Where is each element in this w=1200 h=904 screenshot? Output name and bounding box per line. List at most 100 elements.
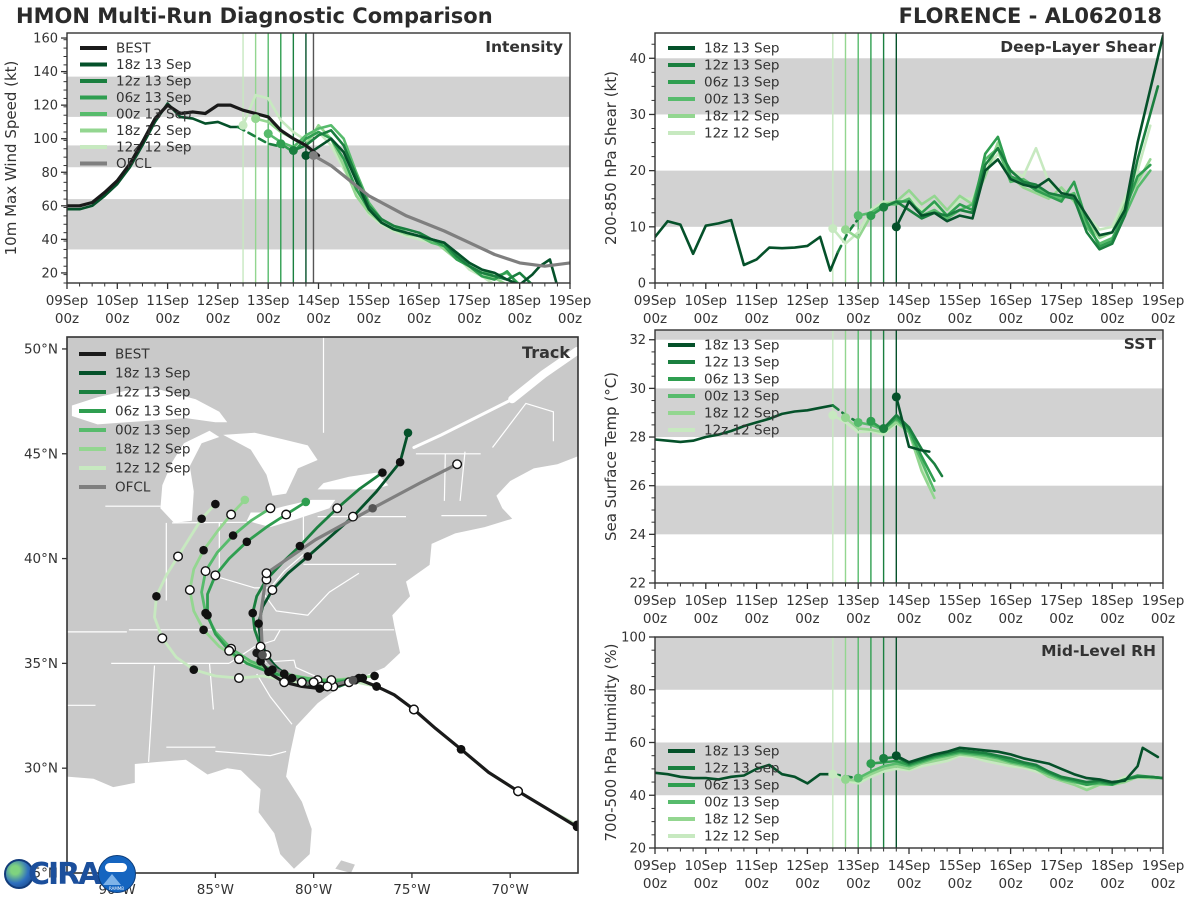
intensity-svg: 20 40 60 80 100 120 140 160 09Sep 00z 10Sep 00z 11Se…: [2, 32, 591, 327]
svg-text:12Sep: 12Sep: [786, 858, 829, 874]
rammb-label: RAMMB: [109, 886, 124, 891]
track-dot-open: [267, 585, 278, 596]
init-dot: [841, 774, 850, 784]
svg-text:40°N: 40°N: [24, 551, 58, 567]
svg-text:00z: 00z: [744, 876, 768, 892]
svg-text:12z 13 Sep: 12z 13 Sep: [115, 385, 190, 401]
svg-text:12z 12 Sep: 12z 12 Sep: [704, 126, 779, 142]
svg-text:13Sep: 13Sep: [837, 593, 880, 609]
init-dot: [828, 769, 838, 779]
track-dot-filled: [203, 610, 212, 620]
svg-text:30°N: 30°N: [24, 761, 58, 777]
init-dot: [828, 224, 838, 234]
init-dot: [879, 753, 889, 763]
track-dot-open: [452, 459, 463, 470]
svg-text:06z 13 Sep: 06z 13 Sep: [704, 75, 779, 91]
svg-text:00z: 00z: [1100, 311, 1124, 327]
svg-text:00z: 00z: [357, 311, 381, 327]
init-dot: [853, 773, 863, 783]
series-group: [655, 746, 1163, 792]
svg-text:00z: 00z: [795, 311, 819, 327]
svg-text:00z: 00z: [694, 311, 718, 327]
track-dot-filled: [242, 537, 252, 547]
track-dot-filled: [258, 650, 267, 660]
track-map-panel: 25°N30°N35°N40°N45°N50°N90°W85°W80°W75°W…: [0, 330, 600, 900]
lake: [223, 432, 318, 496]
track-dot-filled: [303, 552, 313, 561]
track-dot-open: [296, 677, 307, 688]
svg-text:12z 13 Sep: 12z 13 Sep: [116, 74, 191, 90]
svg-text:18z 12 Sep: 18z 12 Sep: [116, 123, 191, 139]
init-dot: [288, 145, 298, 155]
series-run_18z13: [304, 137, 558, 283]
svg-text:OFCL: OFCL: [115, 480, 151, 496]
init-dot: [891, 392, 901, 402]
lake: [246, 499, 336, 528]
svg-text:18Sep: 18Sep: [498, 293, 541, 309]
track-dot-filled: [456, 745, 466, 754]
svg-text:40: 40: [629, 52, 646, 67]
sst-chart-panel: 22 24 26 28 30 32 09Sep 00z 10Sep 00z 11Sep 00z 12Se…: [600, 323, 1200, 627]
init-dot: [853, 211, 863, 221]
svg-text:09Sep: 09Sep: [634, 593, 677, 609]
svg-text:13Sep: 13Sep: [837, 293, 880, 309]
track-dot-open: [265, 503, 276, 514]
track-dot-open: [255, 641, 266, 652]
svg-text:12Sep: 12Sep: [786, 293, 829, 309]
svg-text:16Sep: 16Sep: [989, 593, 1032, 609]
svg-text:100: 100: [33, 132, 58, 147]
svg-text:18z 12 Sep: 18z 12 Sep: [704, 812, 779, 828]
svg-text:10Sep: 10Sep: [684, 293, 727, 309]
svg-text:00z: 00z: [846, 311, 870, 327]
track-dot-filled: [370, 671, 379, 681]
rh-chart-panel: 20 40 60 80 100 09Sep 00z 10Sep 00z 11Sep 00z 12Sep…: [600, 628, 1200, 900]
svg-text:0: 0: [638, 277, 646, 292]
track-dot-filled: [572, 822, 578, 832]
svg-text:00z: 00z: [998, 876, 1022, 892]
svg-text:17Sep: 17Sep: [1040, 593, 1083, 609]
track-dot-filled: [228, 531, 238, 540]
svg-text:00z: 00z: [846, 611, 870, 625]
track-dot-open: [224, 645, 235, 656]
svg-text:00z: 00z: [897, 311, 921, 327]
track-dot-open: [233, 654, 244, 665]
svg-text:85°W: 85°W: [197, 882, 234, 898]
track-dot-filled: [197, 514, 206, 524]
svg-text:11Sep: 11Sep: [735, 593, 778, 609]
y-axis-label: 700-500 hPa Humidity (%): [602, 643, 620, 841]
svg-text:12Sep: 12Sep: [786, 593, 829, 609]
svg-text:00z: 00z: [897, 611, 921, 625]
page-title-right: FLORENCE - AL062018: [898, 4, 1162, 28]
svg-text:00z: 00z: [407, 311, 431, 327]
globe-icon: [4, 859, 34, 889]
shear-chart-panel: 0 10 20 30 40 09Sep 00z 10Sep 00z 11Sep 00z 12Sep 00…: [600, 26, 1200, 330]
series-run_12z13: [292, 129, 533, 283]
svg-text:19Sep: 19Sep: [1142, 293, 1185, 309]
svg-text:00z: 00z: [1151, 311, 1175, 327]
init-dot: [263, 129, 273, 139]
svg-text:12z 12 Sep: 12z 12 Sep: [704, 423, 779, 439]
track-dot-filled: [395, 457, 405, 467]
mountain-icon: [102, 874, 121, 885]
series-history: [655, 218, 840, 272]
svg-text:14Sep: 14Sep: [888, 593, 931, 609]
init-dot: [891, 222, 901, 232]
svg-text:12z 12 Sep: 12z 12 Sep: [115, 461, 190, 477]
track-dot-open: [279, 677, 290, 688]
svg-text:18z 13 Sep: 18z 13 Sep: [115, 366, 190, 382]
lake: [160, 430, 220, 523]
track-dot-filled: [199, 625, 208, 635]
svg-text:00z: 00z: [846, 876, 870, 892]
svg-text:11Sep: 11Sep: [735, 293, 778, 309]
track-dot-open: [332, 503, 343, 514]
svg-text:00z: 00z: [948, 876, 972, 892]
svg-text:19Sep: 19Sep: [1142, 858, 1185, 874]
track-dot-filled: [287, 673, 297, 683]
intensity-chart-panel: 20 40 60 80 100 120 140 160 09Sep 00z 10Sep 00z 11Se…: [0, 26, 600, 330]
track-map-svg: 25°N30°N35°N40°N45°N50°N90°W85°W80°W75°W…: [24, 336, 579, 898]
svg-text:00z: 00z: [105, 311, 129, 327]
series-run_18z13: [894, 34, 1163, 237]
svg-text:18z 13 Sep: 18z 13 Sep: [704, 744, 779, 760]
svg-text:18z 12 Sep: 18z 12 Sep: [704, 406, 779, 422]
